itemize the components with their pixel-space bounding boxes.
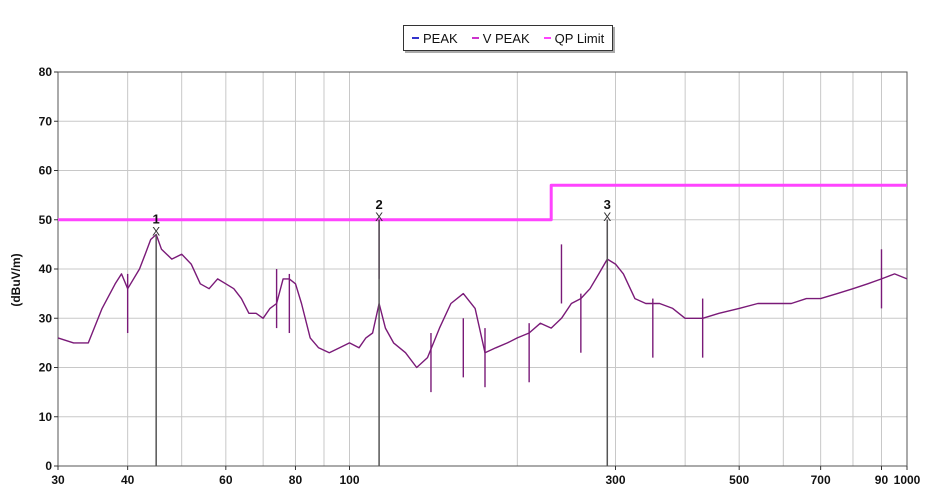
x-tick-label: 300 (605, 473, 625, 487)
x-tick-label: 60 (219, 473, 233, 487)
y-tick-label: 40 (39, 262, 53, 276)
y-tick-label: 70 (39, 114, 53, 128)
y-tick-label: 80 (39, 65, 53, 79)
y-tick-label: 60 (39, 164, 53, 178)
legend-swatch-v-peak (471, 37, 479, 39)
marker-label: 3 (604, 197, 611, 212)
chart-legend: PEAK V PEAK QP Limit (403, 25, 614, 51)
legend-item-qp-limit: QP Limit (543, 30, 605, 46)
legend-swatch-peak (412, 37, 419, 39)
marker-x-symbol: X (375, 210, 383, 224)
y-tick-label: 0 (45, 459, 52, 473)
x-tick-label: 100 (339, 473, 359, 487)
x-tick-label: 500 (729, 473, 749, 487)
y-axis-label: (dBuV/m) (9, 253, 23, 306)
grid-layer (58, 71, 907, 467)
axis-layer: 0 10 20 30 40 50 60 70 80 30 40 60 80 100 300 500 700 90 1… (39, 65, 921, 487)
marker-x-symbol: X (603, 210, 611, 224)
marker-x-symbol: X (152, 225, 160, 239)
legend-label-qp-limit: QP Limit (554, 30, 605, 46)
series-v-peak-line (57, 233, 908, 369)
legend-swatch-qp-limit (543, 37, 551, 39)
x-tick-label: 80 (289, 473, 303, 487)
x-tick-label: 700 (811, 473, 831, 487)
x-tick-label: 90 (875, 473, 889, 487)
legend-item-v-peak: V PEAK (471, 30, 530, 46)
y-tick-label: 30 (39, 311, 53, 325)
x-tick-label: 40 (121, 473, 135, 487)
legend-label-peak: PEAK (423, 30, 458, 46)
y-tick-label: 10 (39, 410, 53, 424)
x-tick-label: 30 (51, 473, 65, 487)
legend-label-v-peak: V PEAK (482, 30, 530, 46)
series-layer (57, 183, 908, 393)
x-tick-label: 1000 (894, 473, 921, 487)
marker-label: 1 (153, 212, 160, 227)
y-tick-label: 20 (39, 361, 53, 375)
marker-label: 2 (375, 197, 382, 212)
series-qp-limit-line (58, 183, 907, 222)
legend-item-peak: PEAK (412, 31, 458, 46)
y-tick-label: 50 (39, 213, 53, 227)
